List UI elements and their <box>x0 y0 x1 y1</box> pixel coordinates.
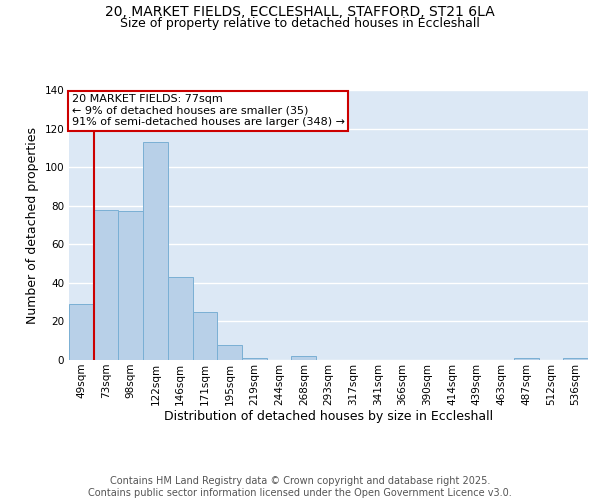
Bar <box>563 358 588 360</box>
Bar <box>69 304 94 360</box>
Text: 20 MARKET FIELDS: 77sqm
← 9% of detached houses are smaller (35)
91% of semi-det: 20 MARKET FIELDS: 77sqm ← 9% of detached… <box>71 94 344 127</box>
Bar <box>217 344 242 360</box>
Bar <box>292 356 316 360</box>
Bar <box>143 142 168 360</box>
Bar <box>94 210 118 360</box>
Text: Contains HM Land Registry data © Crown copyright and database right 2025.
Contai: Contains HM Land Registry data © Crown c… <box>88 476 512 498</box>
Bar <box>168 277 193 360</box>
Bar <box>242 358 267 360</box>
X-axis label: Distribution of detached houses by size in Eccleshall: Distribution of detached houses by size … <box>164 410 493 424</box>
Bar <box>514 358 539 360</box>
Bar <box>118 212 143 360</box>
Bar <box>193 312 217 360</box>
Text: 20, MARKET FIELDS, ECCLESHALL, STAFFORD, ST21 6LA: 20, MARKET FIELDS, ECCLESHALL, STAFFORD,… <box>105 5 495 19</box>
Y-axis label: Number of detached properties: Number of detached properties <box>26 126 39 324</box>
Text: Size of property relative to detached houses in Eccleshall: Size of property relative to detached ho… <box>120 18 480 30</box>
